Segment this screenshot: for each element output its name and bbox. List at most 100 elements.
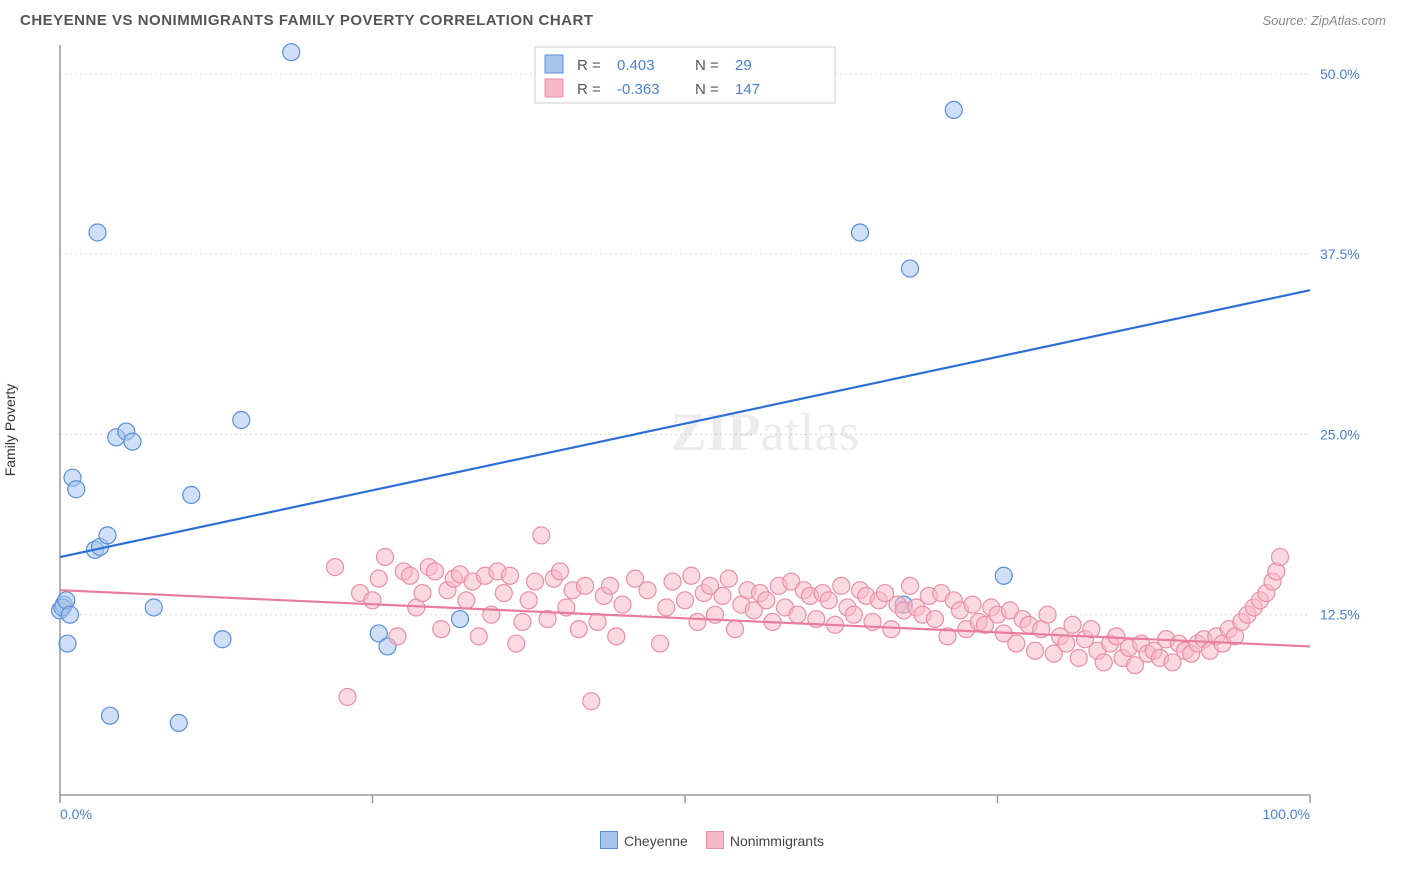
chart-container: Family Poverty 12.5%25.0%37.5%50.0%0.0%1… (20, 35, 1386, 825)
data-point (945, 101, 962, 118)
data-point (758, 592, 775, 609)
legend-swatch (545, 79, 563, 97)
data-point (283, 44, 300, 61)
data-point (1083, 621, 1100, 638)
legend-swatch (706, 831, 724, 849)
legend-n-value: 29 (735, 57, 752, 74)
data-point (533, 527, 550, 544)
legend-label: Nonimmigrants (730, 833, 824, 849)
data-point (820, 592, 837, 609)
data-point (527, 573, 544, 590)
data-point (339, 688, 356, 705)
legend-swatch (600, 831, 618, 849)
data-point (389, 628, 406, 645)
y-tick-label: 12.5% (1320, 607, 1360, 623)
data-point (327, 559, 344, 576)
y-tick-label: 25.0% (1320, 426, 1360, 442)
data-point (458, 592, 475, 609)
data-point (552, 563, 569, 580)
data-point (452, 611, 469, 628)
legend-swatch (545, 55, 563, 73)
data-point (1027, 642, 1044, 659)
data-point (68, 481, 85, 498)
data-point (1095, 654, 1112, 671)
y-axis-label: Family Poverty (2, 384, 18, 477)
data-point (1064, 616, 1081, 633)
data-point (577, 577, 594, 594)
data-point (1070, 649, 1087, 666)
data-point (99, 527, 116, 544)
data-point (883, 621, 900, 638)
data-point (520, 592, 537, 609)
data-point (364, 592, 381, 609)
data-point (377, 549, 394, 566)
data-point (414, 585, 431, 602)
data-point (852, 224, 869, 241)
data-point (502, 567, 519, 584)
data-point (714, 587, 731, 604)
legend-r-value: 0.403 (617, 57, 655, 74)
data-point (145, 599, 162, 616)
y-tick-label: 37.5% (1320, 246, 1360, 262)
data-point (59, 635, 76, 652)
data-point (902, 260, 919, 277)
legend-label: Cheyenne (624, 833, 688, 849)
data-point (639, 582, 656, 599)
data-point (370, 570, 387, 587)
data-point (183, 487, 200, 504)
data-point (902, 577, 919, 594)
data-point (62, 606, 79, 623)
data-point (170, 714, 187, 731)
data-point (652, 635, 669, 652)
data-point (720, 570, 737, 587)
data-point (589, 613, 606, 630)
chart-header: CHEYENNE VS NONIMMIGRANTS FAMILY POVERTY… (0, 0, 1406, 35)
data-point (833, 577, 850, 594)
data-point (658, 599, 675, 616)
legend-r-label: R = (577, 81, 601, 98)
data-point (102, 707, 119, 724)
data-point (124, 433, 141, 450)
x-tick-label: 100.0% (1263, 806, 1310, 822)
data-point (1008, 635, 1025, 652)
data-point (995, 567, 1012, 584)
legend-r-label: R = (577, 57, 601, 74)
legend-n-label: N = (695, 57, 719, 74)
watermark: ZIPatlas (671, 402, 860, 462)
legend-n-value: 147 (735, 81, 760, 98)
data-point (964, 596, 981, 613)
legend-r-value: -0.363 (617, 81, 660, 98)
data-point (583, 693, 600, 710)
data-point (214, 631, 231, 648)
y-tick-label: 50.0% (1320, 66, 1360, 82)
legend-bottom: Cheyenne Nonimmigrants (0, 831, 1406, 849)
data-point (727, 621, 744, 638)
data-point (495, 585, 512, 602)
data-point (470, 628, 487, 645)
data-point (508, 635, 525, 652)
correlation-scatter-chart: 12.5% 25.0% 37.5% 50.0% 0.0% 100.0% ZIPatlas R … (20, 35, 1386, 825)
data-point (89, 224, 106, 241)
data-point (927, 611, 944, 628)
data-point (233, 412, 250, 429)
data-point (677, 592, 694, 609)
data-point (845, 606, 862, 623)
data-point (602, 577, 619, 594)
data-point (1058, 635, 1075, 652)
data-point (514, 613, 531, 630)
data-point (614, 596, 631, 613)
data-point (1039, 606, 1056, 623)
source-attribution: Source: ZipAtlas.com (1262, 13, 1386, 28)
legend-n-label: N = (695, 81, 719, 98)
data-point (683, 567, 700, 584)
data-point (402, 567, 419, 584)
data-point (789, 606, 806, 623)
data-point (608, 628, 625, 645)
data-point (427, 563, 444, 580)
chart-title: CHEYENNE VS NONIMMIGRANTS FAMILY POVERTY… (20, 12, 594, 29)
data-point (433, 621, 450, 638)
data-point (689, 613, 706, 630)
x-tick-label: 0.0% (60, 806, 92, 822)
data-point (570, 621, 587, 638)
data-point (664, 573, 681, 590)
